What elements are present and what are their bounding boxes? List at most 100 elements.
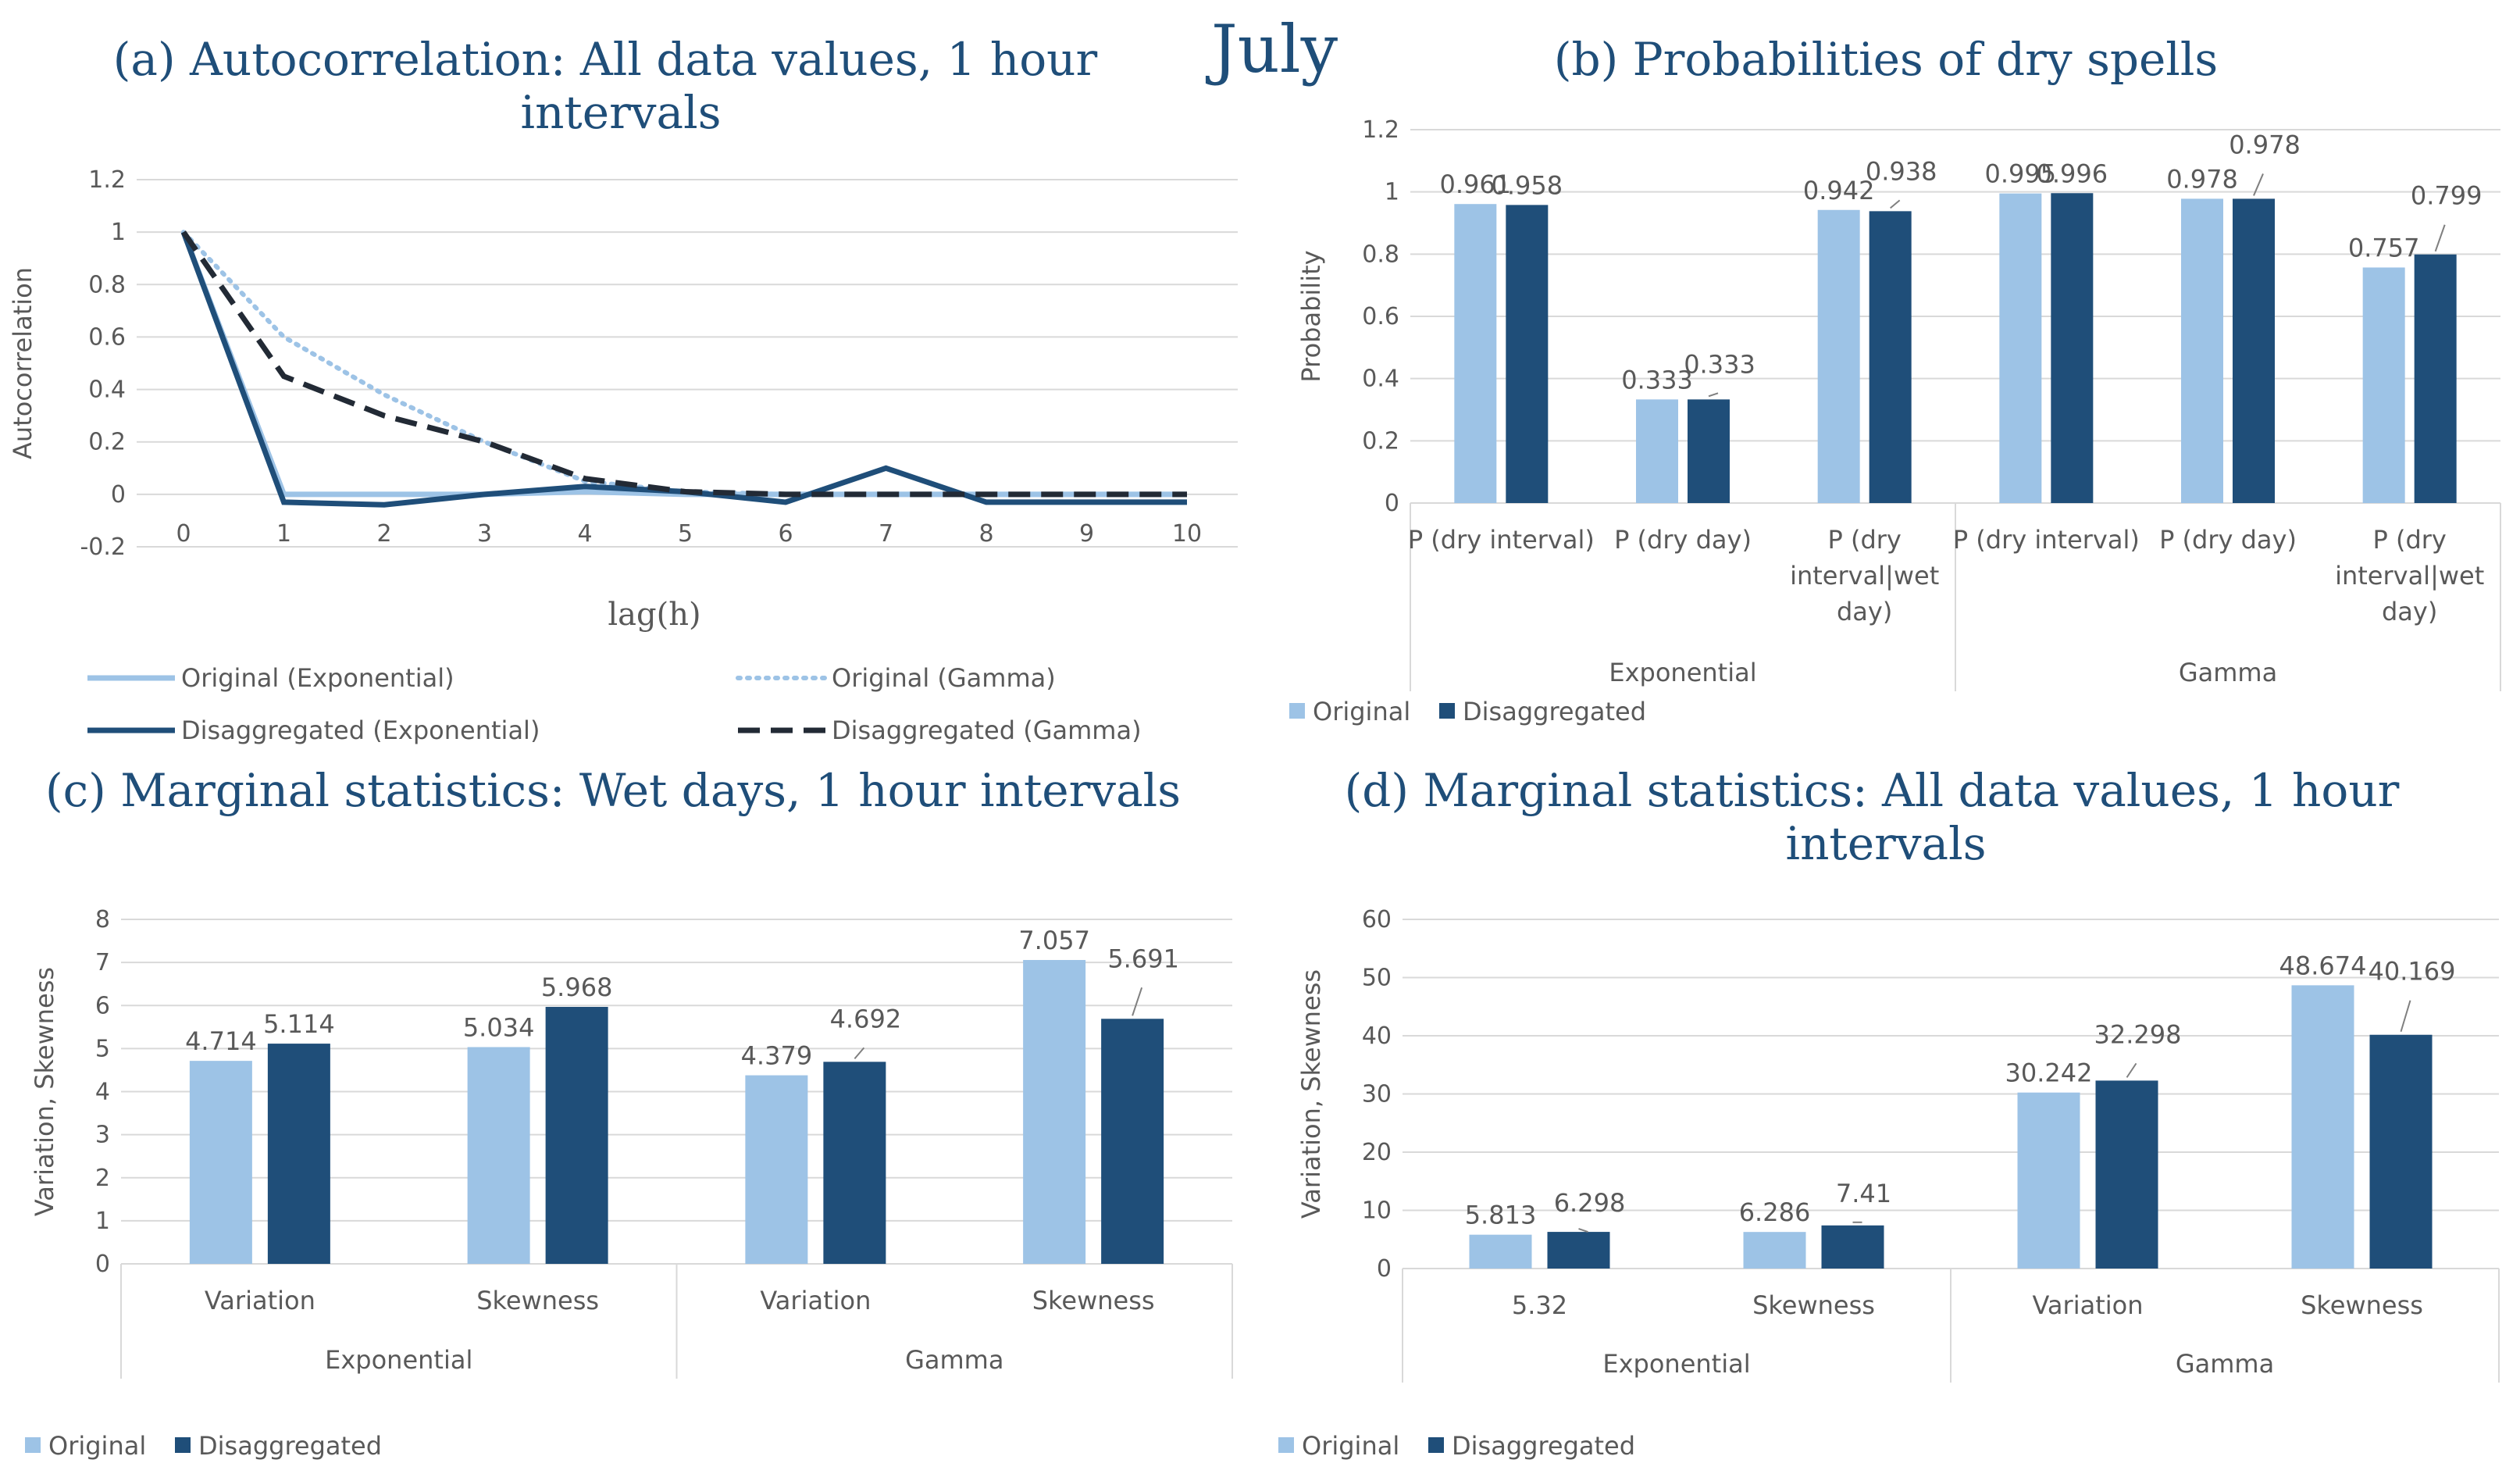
chart-title-line-2: intervals: [521, 86, 722, 139]
data-label: 40.169: [2369, 957, 2456, 987]
bar-original: [2181, 198, 2223, 503]
y-axis-label: Autocorrelation: [8, 267, 37, 459]
chart-title-line-2: intervals: [1786, 817, 1987, 870]
group-label: Gamma: [2179, 658, 2277, 687]
y-tick-label: 1: [95, 1208, 110, 1235]
legend-label: Disaggregated: [1463, 697, 1646, 726]
group-label: Gamma: [2176, 1349, 2274, 1379]
bar-disaggregated: [2051, 193, 2094, 503]
y-axis-label: Variation, Skewness: [30, 967, 59, 1216]
bar-disaggregated: [2369, 1034, 2433, 1269]
legend-label: Original (Exponential): [181, 663, 454, 693]
y-tick-label: 2: [95, 1165, 110, 1192]
legend-swatch: [1428, 1437, 1444, 1453]
x-tick-label: 8: [978, 520, 993, 548]
y-tick-label: 0.8: [88, 271, 126, 298]
data-label: 6.298: [1554, 1188, 1626, 1218]
y-tick-label: 60: [1362, 906, 1392, 933]
x-tick-label: P (dry day): [2159, 525, 2297, 555]
chart-title: (a) Autocorrelation: All data values, 1 …: [113, 33, 1098, 139]
bar-disaggregated: [1101, 1019, 1164, 1264]
data-label: 7.41: [1836, 1179, 1891, 1208]
chart-title-line-1: (d) Marginal statistics: All data values…: [1345, 764, 2400, 817]
bar-original: [467, 1047, 530, 1264]
bar-original: [2017, 1092, 2080, 1269]
legend-label: Original: [1313, 697, 1410, 726]
panel-a-autocorrelation-chart: (a) Autocorrelation: All data values, 1 …: [8, 33, 1238, 745]
x-tick-label: 0: [176, 520, 191, 548]
legend-swatch: [1439, 703, 1455, 719]
bar-disaggregated: [267, 1044, 330, 1264]
bar-original: [1743, 1232, 1806, 1269]
title-text: Probabilities of dry spells: [1633, 33, 2219, 86]
x-tick-label: 7: [879, 520, 893, 548]
y-tick-label: -0.2: [80, 534, 126, 561]
y-tick-label: 0.6: [1362, 303, 1399, 330]
y-tick-label: 5: [95, 1035, 110, 1062]
bar-disaggregated: [1547, 1232, 1610, 1269]
data-label: 0.333: [1684, 349, 1755, 379]
x-tick-label: P (dry interval): [1953, 525, 2140, 555]
data-label: 30.242: [2005, 1058, 2093, 1088]
x-tick-label-line: Skewness: [1032, 1286, 1155, 1315]
bar-original: [1023, 959, 1086, 1264]
panel-label: (c): [45, 764, 120, 817]
x-axis-label: lag(h): [608, 597, 700, 633]
x-tick-label: Variation: [2033, 1290, 2144, 1320]
legend-item-disaggregated: Disaggregated: [175, 1431, 382, 1461]
data-label: 0.978: [2166, 164, 2238, 194]
x-tick-label: P (dry day): [1614, 525, 1752, 555]
panel-label: (a): [113, 33, 190, 86]
y-tick-label: 0.2: [1362, 427, 1399, 455]
bar-original: [2291, 985, 2354, 1269]
bar-original: [1817, 209, 1860, 503]
y-tick-label: 7: [95, 949, 110, 976]
title-text: Autocorrelation: All data values, 1 hour: [189, 33, 1098, 86]
bar-disaggregated: [2095, 1080, 2158, 1269]
legend-label: Original (Gamma): [832, 663, 1056, 693]
x-tick-label-line: 5.32: [1512, 1290, 1567, 1320]
data-label: 32.298: [2094, 1019, 2182, 1049]
title-text: Marginal statistics: Wet days, 1 hour in…: [120, 764, 1181, 817]
group-label: Exponential: [1609, 658, 1756, 687]
y-tick-label: 0.6: [88, 323, 126, 351]
legend-label: Disaggregated: [1452, 1431, 1635, 1461]
y-tick-label: 0.4: [88, 376, 126, 404]
x-tick-label: P (dry interval|wet day): [1790, 525, 1939, 626]
x-tick-label: Variation: [760, 1286, 871, 1315]
y-tick-label: 0.4: [1362, 366, 1399, 393]
x-tick-label: 2: [376, 520, 391, 548]
chart-title: (d) Marginal statistics: All data values…: [1345, 764, 2400, 870]
bar-disaggregated: [1506, 205, 1549, 503]
series-line-original-exponential: [180, 230, 1187, 498]
legend-item-original-gamma: Original (Gamma): [736, 663, 1056, 693]
y-tick-label: 0: [111, 481, 126, 509]
x-tick-label-line: day): [2382, 597, 2437, 626]
data-label: 0.799: [2411, 181, 2483, 211]
bar-original: [1469, 1234, 1532, 1269]
panel-c-wet-days-marginal-statistics-chart: (c) Marginal statistics: Wet days, 1 hou…: [25, 764, 1233, 1461]
legend-item-disaggregated: Disaggregated: [1439, 697, 1646, 726]
x-tick-label-line: Skewness: [2301, 1290, 2423, 1320]
x-tick-label-line: Variation: [205, 1286, 315, 1315]
bar-original: [1636, 399, 1678, 503]
bar-original: [1454, 204, 1497, 503]
data-label: 0.978: [2229, 130, 2301, 159]
bar-disaggregated: [1869, 211, 1912, 503]
y-tick-label: 1: [111, 219, 126, 246]
data-label: 5.114: [263, 1009, 335, 1039]
y-tick-label: 40: [1362, 1022, 1392, 1050]
legend-item-disaggregated-exponential: Disaggregated (Exponential): [87, 716, 540, 745]
series-line-disaggregated-exponential: [180, 230, 1187, 508]
x-tick-label-line: Skewness: [476, 1286, 599, 1315]
y-tick-label: 0: [95, 1251, 110, 1278]
legend-swatch: [1278, 1437, 1294, 1453]
y-tick-label: 10: [1362, 1197, 1392, 1225]
x-tick-label: Variation: [205, 1286, 315, 1315]
bar-original: [1999, 193, 2042, 504]
data-label: 48.674: [2279, 951, 2367, 980]
x-tick-label: 10: [1172, 520, 1202, 548]
group-label: Gamma: [905, 1345, 1003, 1375]
bar-disaggregated: [545, 1007, 608, 1264]
